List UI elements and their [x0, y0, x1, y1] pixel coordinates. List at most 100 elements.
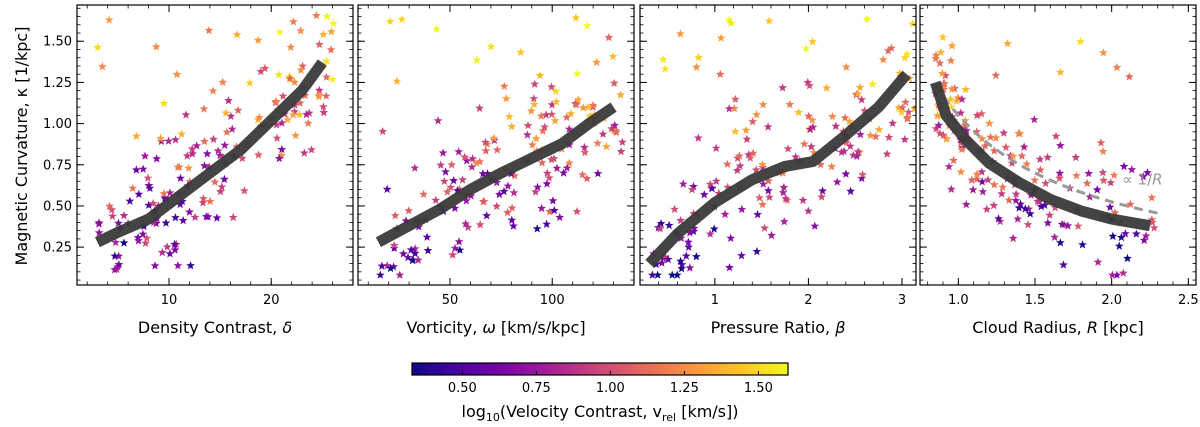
scatter-point: [604, 33, 614, 42]
scatter-point: [760, 223, 769, 232]
scatter-point: [303, 118, 313, 127]
scatter-point: [1112, 270, 1122, 279]
scatter-point: [944, 162, 954, 171]
scatter-point: [419, 189, 428, 198]
scatter-point: [1132, 229, 1141, 238]
scatter-point: [156, 133, 165, 143]
scatter-point: [482, 211, 492, 220]
scatter-point: [895, 68, 905, 77]
scatter-point: [538, 126, 548, 135]
scatter-point: [562, 163, 572, 172]
scatter-point: [410, 163, 420, 172]
scatter-point: [1056, 67, 1065, 76]
scatter-point: [946, 102, 956, 111]
colorbar-tick-label: 1.00: [596, 381, 625, 396]
scatter-point: [277, 150, 286, 160]
scatter-point: [849, 150, 858, 159]
scatter-point: [734, 151, 744, 160]
scatter-point: [689, 182, 698, 191]
scatter-point: [312, 11, 321, 20]
scatter-point: [1015, 129, 1025, 138]
scatter-point: [1036, 165, 1045, 174]
scatter-point: [941, 70, 950, 80]
scatter-point: [277, 118, 287, 127]
scatter-point: [141, 238, 150, 247]
scatter-point: [977, 167, 987, 176]
scatter-point: [781, 194, 791, 203]
scatter-point: [737, 204, 747, 214]
scatter-point: [218, 77, 228, 87]
scatter-point: [618, 137, 627, 146]
scatter-point: [1108, 270, 1117, 279]
scatter-point: [676, 256, 685, 265]
scatter-point: [1098, 146, 1108, 156]
scatter-point: [1109, 170, 1119, 179]
scatter-point: [961, 200, 971, 209]
scatter-point: [858, 170, 867, 179]
scatter-point: [432, 24, 441, 33]
scatter-point: [175, 199, 185, 209]
scatter-point: [684, 242, 693, 251]
scatter-point: [1014, 203, 1024, 212]
x-tick-label: 3: [898, 293, 906, 308]
y-tick-label: 1.50: [43, 35, 72, 50]
scatter-point: [853, 89, 863, 98]
scatter-point: [215, 150, 225, 160]
scatter-point: [806, 142, 816, 151]
scatter-point: [226, 111, 236, 120]
scatter-point: [392, 76, 402, 85]
scatter-point: [550, 116, 560, 125]
scatter-point: [997, 189, 1006, 198]
y-axis-label: Magnetic Curvature, κ [1/kpc]: [12, 27, 31, 266]
scatter-point: [377, 261, 387, 270]
scatter-point: [693, 133, 703, 142]
scatter-point: [778, 188, 788, 197]
scatter-point: [256, 66, 266, 76]
scatter-point: [110, 251, 120, 260]
scatter-point: [288, 110, 298, 119]
x-tick-label: 10: [161, 293, 178, 308]
scatter-point: [108, 211, 117, 220]
scatter-point: [143, 173, 153, 182]
panel-vorticity: 50 100: [357, 4, 635, 308]
scatter-point: [134, 236, 143, 245]
scatter-point: [138, 229, 148, 238]
scatter-point: [204, 25, 214, 35]
scatter-point: [672, 270, 682, 279]
scatter-point: [610, 120, 620, 130]
scatter-point: [475, 157, 485, 166]
scatter-point: [731, 94, 740, 103]
scatter-point: [295, 98, 305, 107]
scatter-point: [455, 184, 464, 193]
scatter-point: [210, 177, 220, 186]
scatter-point: [937, 69, 947, 78]
scatter-point: [998, 182, 1007, 191]
scatter-point: [582, 21, 592, 30]
scatter-point: [157, 247, 167, 257]
scatter-point: [931, 50, 941, 60]
scatter-point: [689, 223, 699, 233]
scatter-point: [170, 239, 179, 249]
scatter-point: [1057, 219, 1067, 229]
scatter-point: [860, 106, 869, 115]
scatter-point: [483, 169, 492, 178]
scatter-point: [462, 196, 471, 205]
x-axis-label-pressure: Pressure Ratio, β: [711, 318, 846, 337]
scatter-point: [664, 220, 674, 230]
scatter-point: [840, 113, 850, 122]
scatter-point: [935, 129, 945, 138]
scatter-point: [616, 90, 625, 99]
scatter-point: [132, 131, 141, 140]
scatter-point: [271, 96, 281, 106]
scatter-point: [1001, 142, 1011, 152]
scatter-point: [765, 192, 774, 201]
scatter-point: [1004, 195, 1014, 204]
y-tick-label: 0.25: [43, 241, 72, 256]
scatter-point: [1073, 221, 1083, 230]
scatter-point: [1045, 210, 1054, 219]
scatter-point: [994, 214, 1003, 223]
scatter-point: [290, 77, 299, 87]
scatter-point: [685, 228, 695, 237]
scatter-point: [213, 146, 223, 155]
scatter-point: [1003, 39, 1012, 48]
